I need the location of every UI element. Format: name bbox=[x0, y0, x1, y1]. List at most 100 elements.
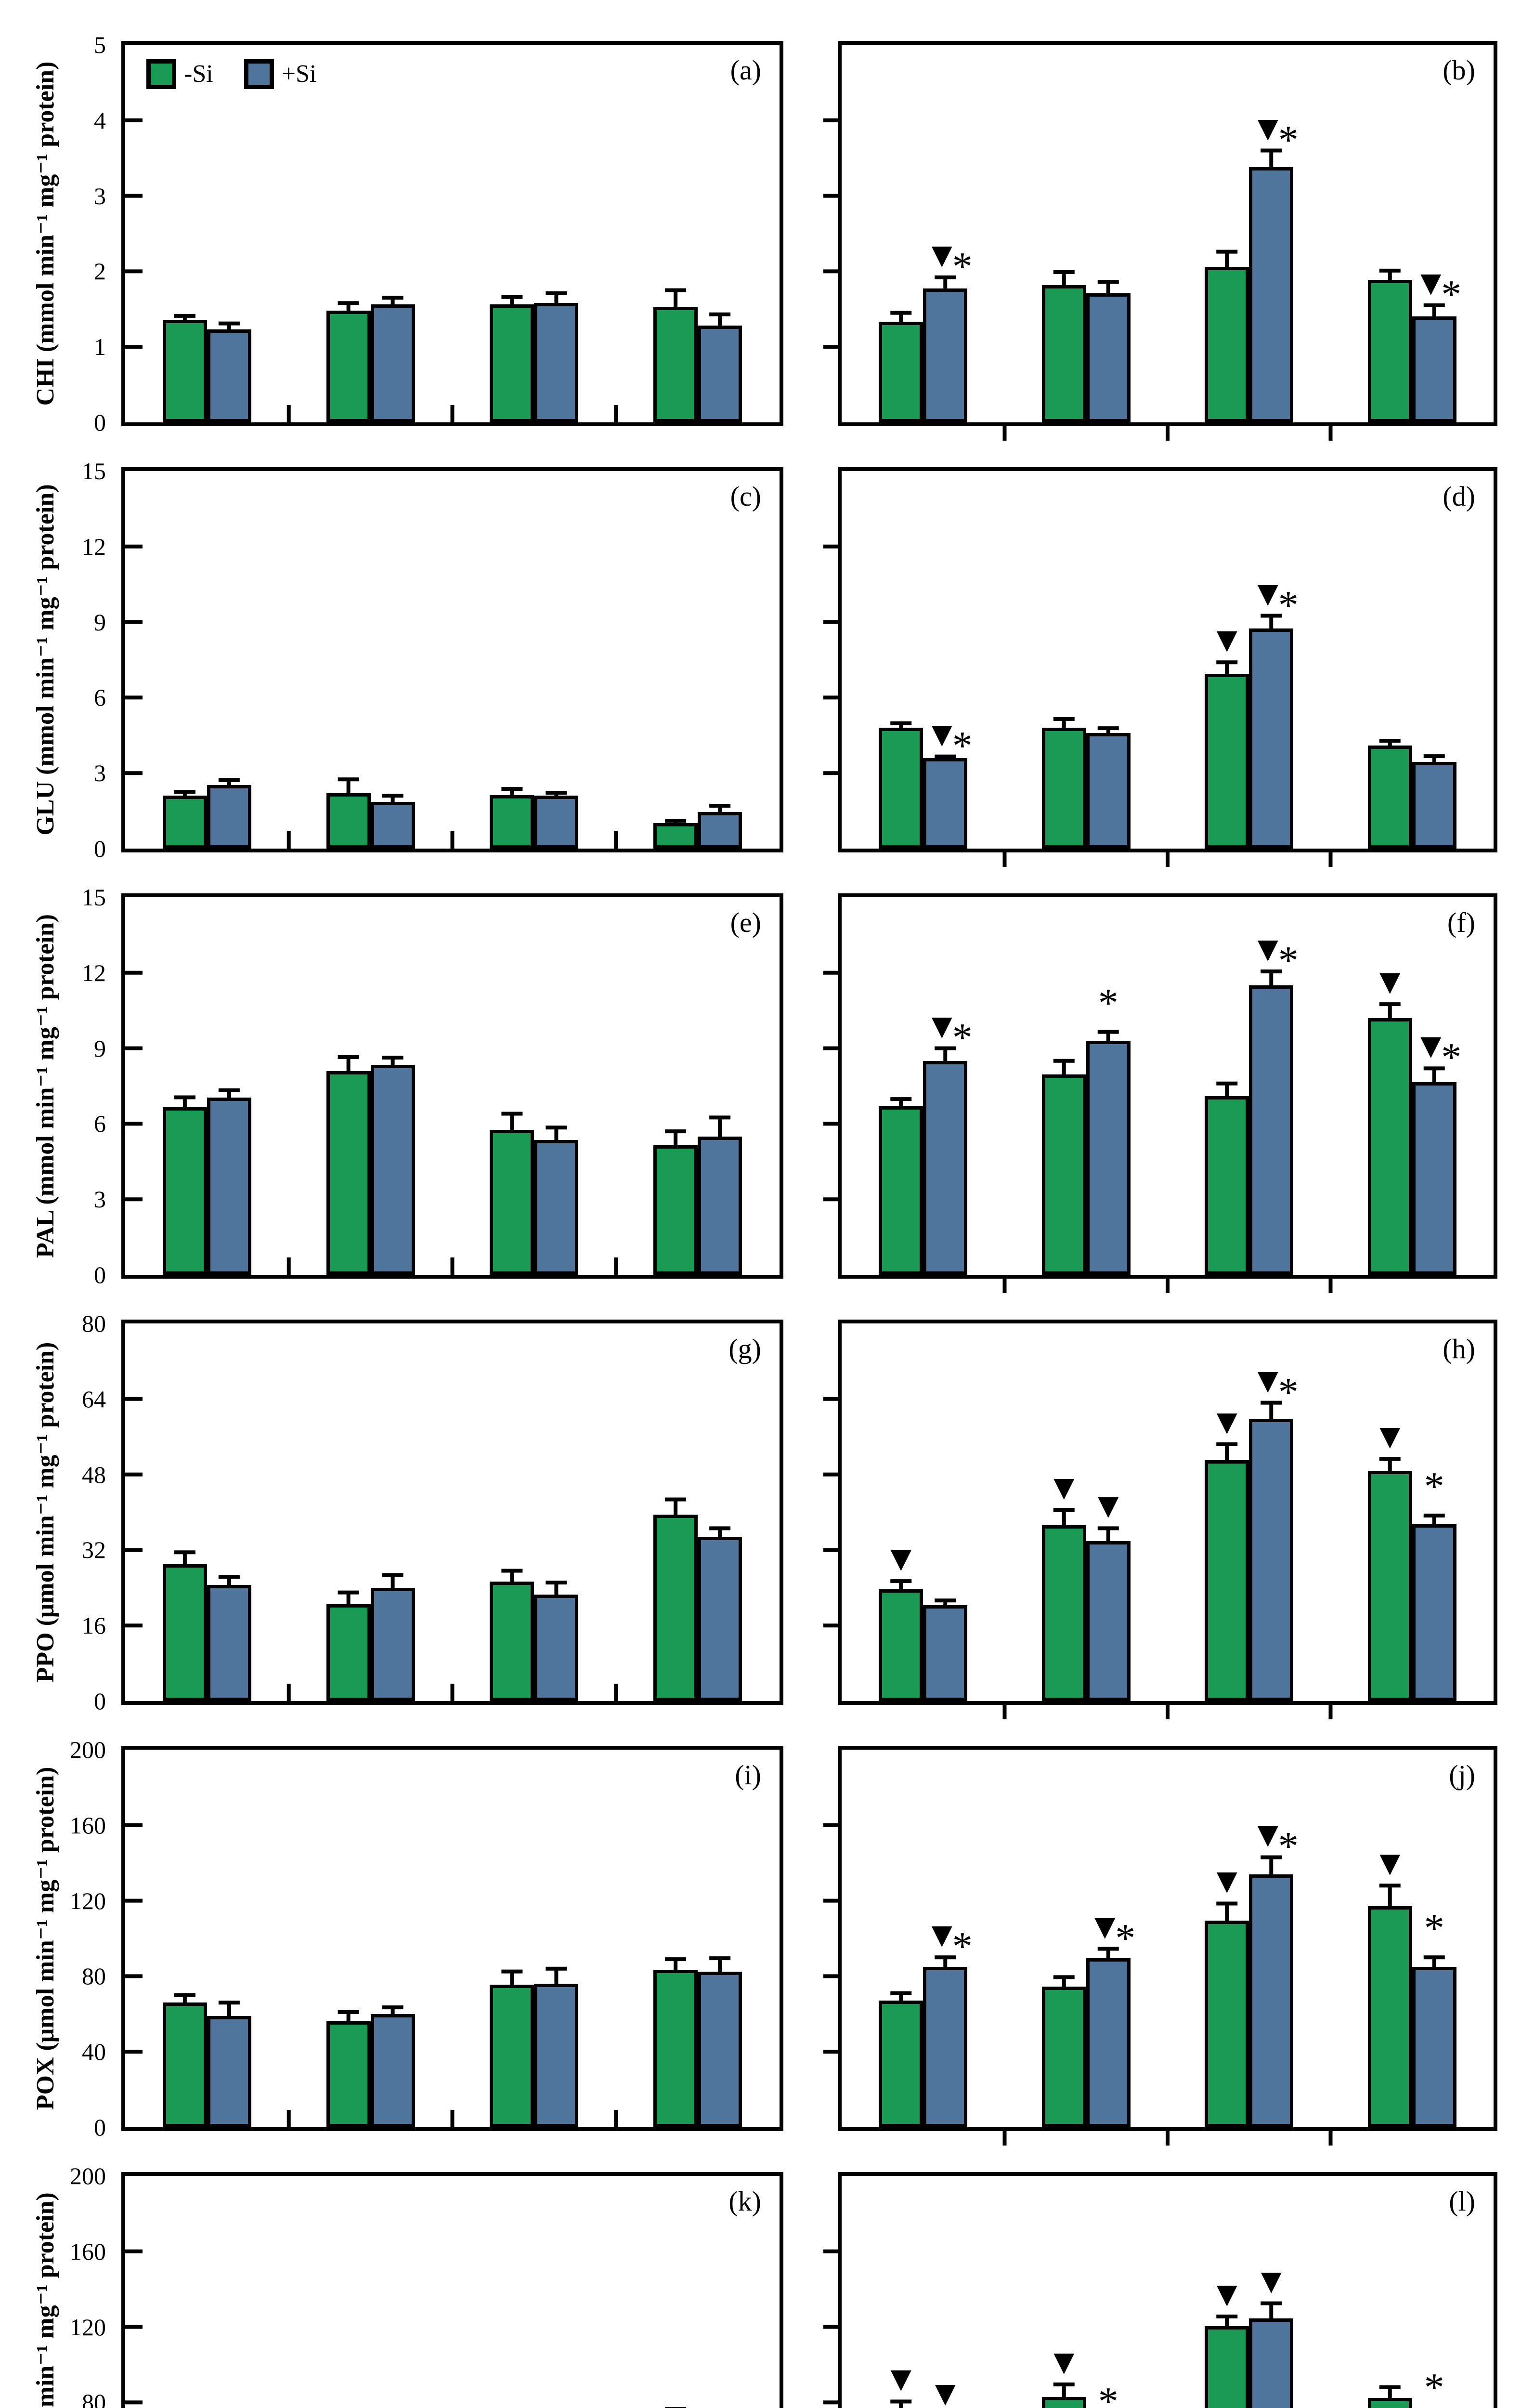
asterisk-marker: * bbox=[1424, 1464, 1444, 1509]
bar-plus-si-60h bbox=[1086, 1541, 1131, 1701]
bar-plus-si-12h bbox=[207, 1584, 251, 1701]
bar-minus-si-108h bbox=[1205, 1460, 1249, 1701]
y-tick-label: 0 bbox=[94, 1261, 106, 1288]
bar-plus-si-12h bbox=[207, 329, 251, 422]
bar-minus-si-156h bbox=[1367, 279, 1412, 422]
panel-letter: (k) bbox=[728, 2186, 761, 2217]
bar-minus-si-60h bbox=[1041, 1525, 1086, 1701]
down-triangle-marker: ▼ bbox=[1420, 1030, 1442, 1062]
y-tick-label: 9 bbox=[94, 608, 106, 636]
panel-letter: (j) bbox=[1449, 1759, 1475, 1791]
y-axis-title: PPO (μmol min⁻¹ mg⁻¹ protein) bbox=[32, 1342, 59, 1683]
down-triangle-marker: ▼ bbox=[1257, 112, 1278, 144]
y-tick-label: 3 bbox=[94, 182, 106, 209]
significance-marker: ▼ bbox=[1053, 2349, 1074, 2376]
bar-minus-si-60h bbox=[326, 2021, 371, 2127]
bar-plus-si-156h bbox=[698, 1136, 742, 1275]
y-tick-label: 16 bbox=[82, 1612, 106, 1639]
panel-letter: (g) bbox=[728, 1333, 761, 1364]
significance-marker: ▼ bbox=[1217, 627, 1237, 654]
y-tick-label: 15 bbox=[82, 458, 106, 484]
bar-minus-si-108h bbox=[1205, 673, 1249, 849]
bar-plus-si-12h bbox=[207, 1097, 251, 1275]
significance-marker: ▼ bbox=[1053, 1474, 1074, 1501]
bar-minus-si-12h bbox=[879, 2001, 923, 2127]
asterisk-marker: * bbox=[1441, 272, 1462, 317]
bar-plus-si-156h bbox=[1412, 1966, 1456, 2127]
y-tick-label: 0 bbox=[94, 1688, 106, 1714]
y-tick-label: 0 bbox=[94, 409, 106, 436]
bar-minus-si-12h bbox=[162, 2002, 207, 2127]
y-tick-label: 9 bbox=[94, 1034, 106, 1062]
y-axis-title: GLU (mmol min⁻¹ mg⁻¹ protein) bbox=[32, 484, 59, 836]
significance-marker: ▼ * bbox=[932, 1012, 973, 1058]
bar-minus-si-108h bbox=[490, 1582, 534, 1701]
y-tick-label: 0 bbox=[94, 2114, 106, 2141]
asterisk-marker: * bbox=[952, 1924, 973, 1969]
y-axis-title: POX (μmol min⁻¹ mg⁻¹ protein) bbox=[32, 1767, 59, 2110]
bar-minus-si-156h bbox=[1367, 1906, 1412, 2127]
significance-marker: ▼ * bbox=[931, 1919, 973, 1967]
significance-marker: ▼ bbox=[891, 2366, 911, 2393]
down-triangle-marker: ▼ bbox=[935, 2377, 956, 2408]
down-triangle-marker: ▼ bbox=[1257, 933, 1278, 965]
y-tick-label: 4 bbox=[94, 106, 106, 134]
bar-plus-si-108h bbox=[534, 1984, 579, 2127]
down-triangle-marker: ▼ bbox=[1257, 1364, 1278, 1396]
down-triangle-marker: ▼ bbox=[1379, 1421, 1401, 1453]
down-triangle-marker: ▼ bbox=[931, 1919, 952, 1951]
y-tick-label: 5 bbox=[94, 31, 106, 58]
panel-letter: (f) bbox=[1447, 907, 1475, 938]
asterisk-marker: * bbox=[1278, 117, 1299, 162]
y-tick-label: 3 bbox=[94, 759, 106, 787]
down-triangle-marker: ▼ bbox=[1257, 577, 1278, 609]
panel-letter: (d) bbox=[1443, 481, 1475, 512]
significance-marker: ▼ bbox=[890, 1543, 911, 1575]
panel-l: ▼ ▼ ▼ ▼ * ▼ * (l) bbox=[823, 2172, 1497, 2408]
panel-h: ▼ ▼ ▼ ▼ ▼ ▼ * * (h) bbox=[823, 1320, 1497, 1719]
bar-plus-si-60h bbox=[1086, 1958, 1131, 2127]
bar-minus-si-12h bbox=[879, 322, 923, 422]
panel-k: (k) bbox=[121, 2172, 783, 2408]
panel-f: ▼ ▼ * * ▼ * ▼ * (f) bbox=[823, 893, 1497, 1293]
bar-minus-si-108h bbox=[490, 795, 534, 849]
bar-minus-si-60h bbox=[1041, 1074, 1086, 1275]
bar-minus-si-156h bbox=[1367, 2397, 1412, 2408]
bar-minus-si-60h bbox=[326, 310, 371, 422]
significance-marker: * bbox=[1098, 2382, 1118, 2408]
y-tick-label: 120 bbox=[70, 1887, 106, 1914]
panel-letter: (b) bbox=[1443, 54, 1475, 86]
bar-minus-si-60h bbox=[1041, 2396, 1086, 2408]
bar-plus-si-108h bbox=[534, 1140, 579, 1275]
asterisk-marker: * bbox=[1098, 980, 1118, 1025]
bar-minus-si-12h bbox=[879, 1106, 923, 1275]
y-tick-label: 15 bbox=[82, 884, 106, 911]
bar-minus-si-60h bbox=[326, 1604, 371, 1701]
down-triangle-marker: ▼ bbox=[1379, 1847, 1401, 1879]
y-axis-title: CHI (mmol min⁻¹ mg⁻¹ protein) bbox=[32, 61, 59, 406]
y-tick-label: 12 bbox=[82, 959, 106, 986]
significance-marker: ▼ * bbox=[1258, 1821, 1299, 1867]
bar-minus-si-156h bbox=[1367, 1470, 1412, 1701]
down-triangle-marker: ▼ bbox=[890, 1543, 911, 1575]
y-axis-title: LOX (μmol min⁻¹ mg⁻¹ protein) bbox=[32, 2192, 59, 2408]
panel-d: ▼ ▼ * ▼ * (d) bbox=[823, 467, 1497, 867]
asterisk-marker: * bbox=[1278, 582, 1299, 628]
bar-minus-si-60h bbox=[1041, 285, 1086, 422]
y-tick-label: 160 bbox=[70, 2238, 106, 2265]
significance-marker: ▼ bbox=[1098, 1492, 1118, 1519]
y-tick-label: 80 bbox=[82, 1310, 106, 1337]
down-triangle-marker: ▼ bbox=[1216, 1406, 1237, 1438]
bar-minus-si-108h bbox=[490, 1130, 534, 1275]
bar-plus-si-108h bbox=[1249, 2318, 1294, 2408]
significance-marker: * bbox=[1424, 2367, 1444, 2408]
bar-minus-si-60h bbox=[326, 793, 371, 849]
y-tick-label: 32 bbox=[82, 1536, 106, 1564]
significance-marker: ▼ * bbox=[1257, 933, 1299, 981]
down-triangle-marker: ▼ bbox=[931, 239, 952, 271]
y-tick-label: 3 bbox=[94, 1186, 106, 1213]
bar-minus-si-12h bbox=[162, 796, 207, 849]
significance-marker: ▼ * bbox=[1257, 1364, 1299, 1412]
bar-plus-si-60h bbox=[370, 1587, 415, 1701]
y-tick-label: 80 bbox=[82, 2389, 106, 2408]
